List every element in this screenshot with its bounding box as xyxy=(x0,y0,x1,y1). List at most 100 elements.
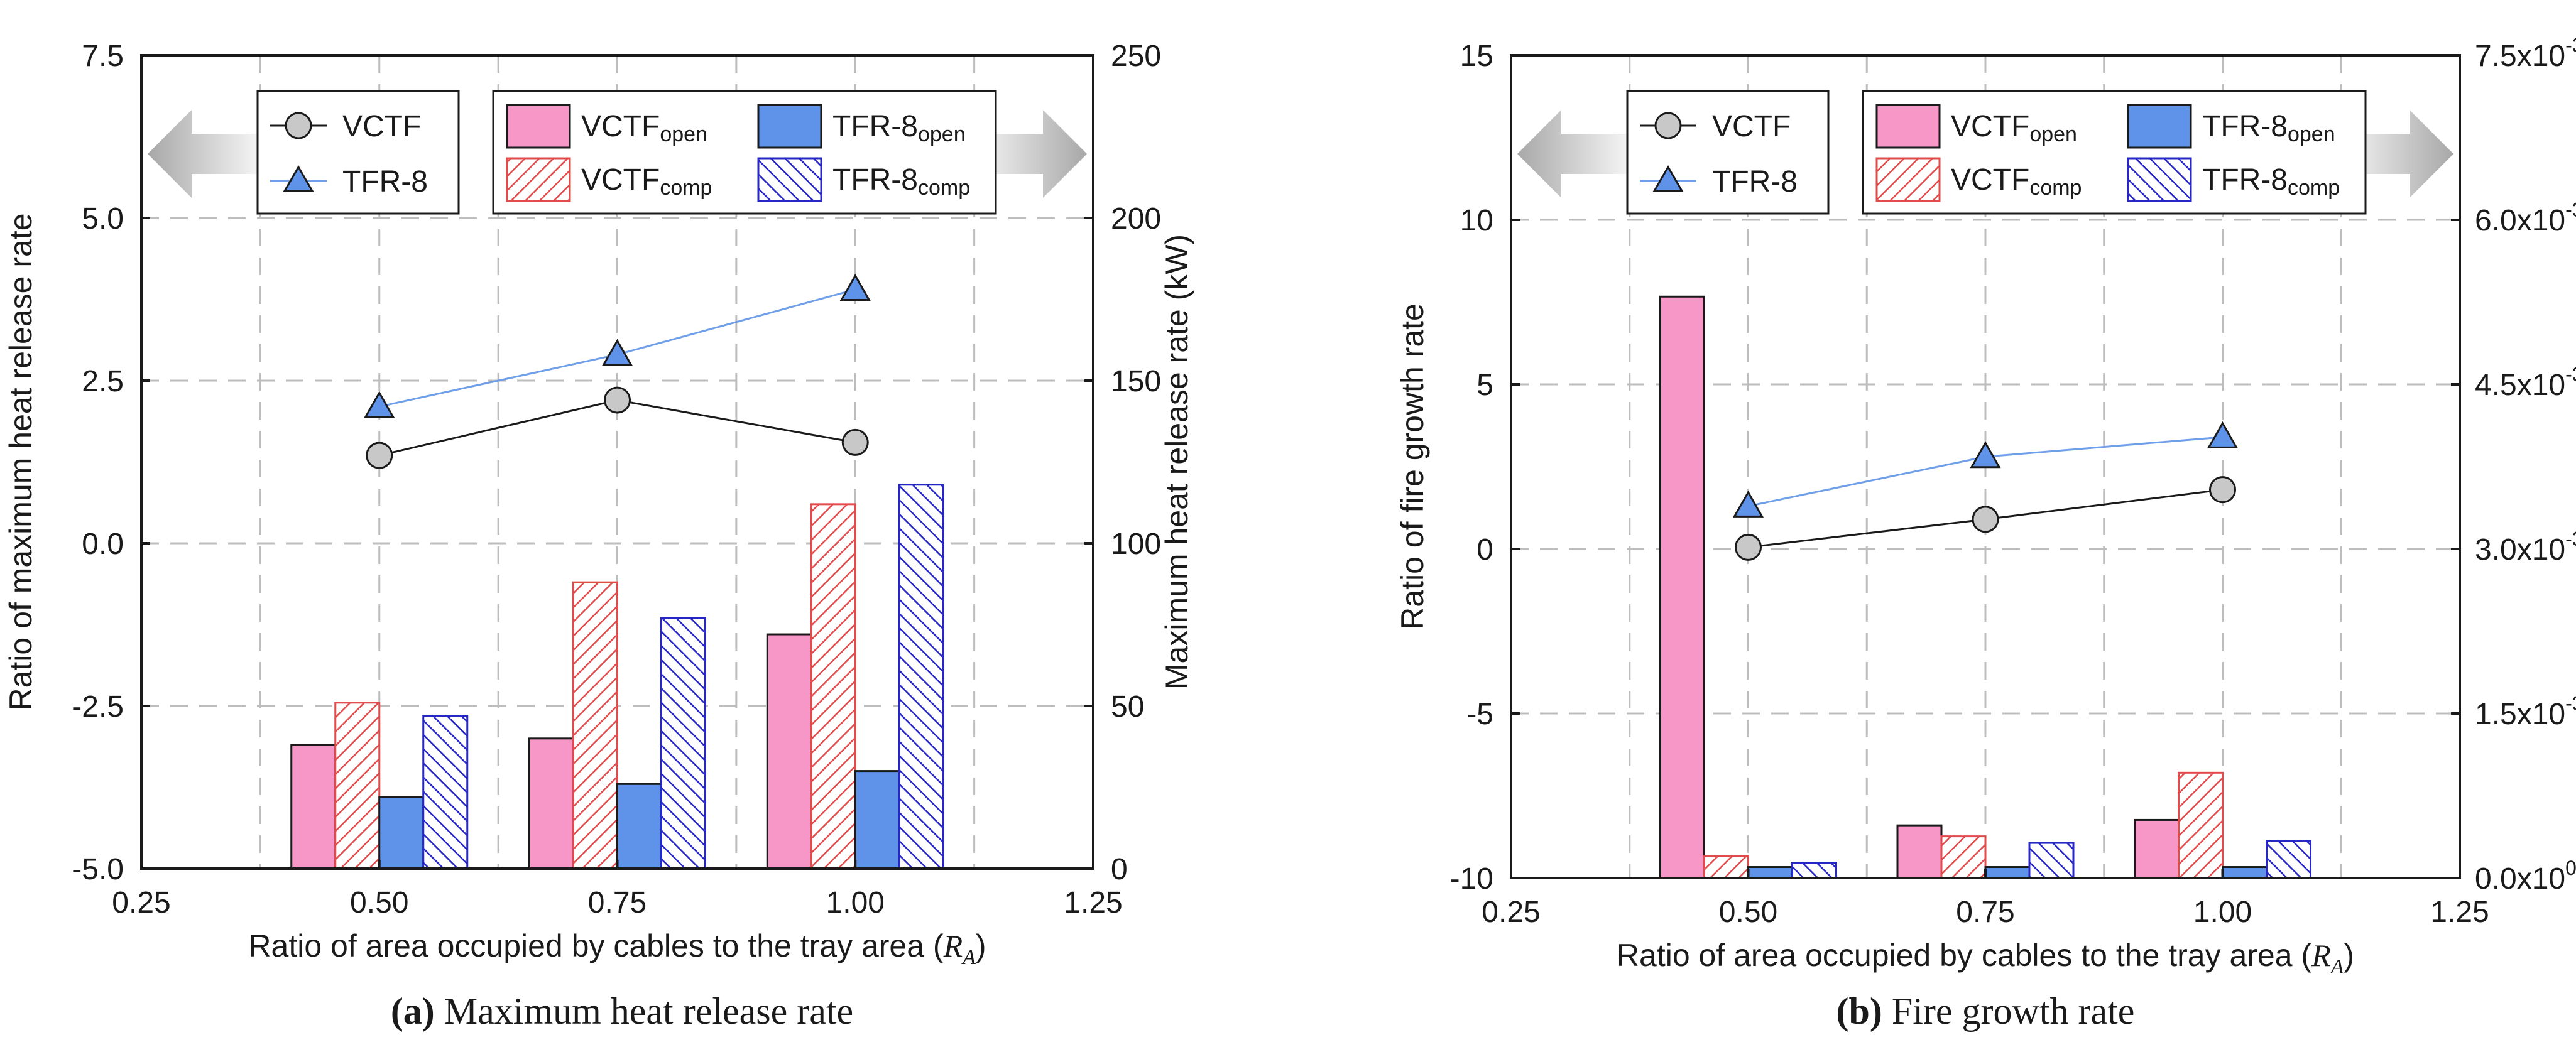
point-vctf xyxy=(604,386,631,414)
x-axis-title: Ratio of area occupied by cables to the … xyxy=(248,928,986,969)
x-tick-label: 0.25 xyxy=(1482,896,1540,929)
legend-label-vctf_open: VCTFopen xyxy=(581,110,707,146)
legend-subscript: comp xyxy=(918,176,970,200)
y-left-tick-label: -5.0 xyxy=(72,853,124,886)
bar-vctf_comp xyxy=(810,503,856,870)
x-tick-label: 0.50 xyxy=(1719,896,1777,929)
tick-exponent: -3 xyxy=(2565,528,2576,550)
x-axis-title-close: ) xyxy=(2344,938,2354,973)
legend-label-vctf_comp: VCTFcomp xyxy=(581,163,712,200)
bar-tfr8_comp xyxy=(1791,862,1837,879)
y-left-axis-title: Ratio of maximum heat release rate xyxy=(3,213,38,710)
x-tick-label: 1.25 xyxy=(1064,886,1122,919)
y-left-tick-label: 0.0 xyxy=(82,528,124,561)
point-tfr8 xyxy=(2207,421,2239,448)
bar-vctf_comp xyxy=(2178,771,2224,879)
legend-name: VCTF xyxy=(581,163,660,197)
bar-vctf_open xyxy=(1896,824,1943,879)
right-arrow-icon xyxy=(961,110,1087,198)
tick-mantissa: 0.0x10 xyxy=(2475,862,2565,896)
legend-label-tfr8_comp: TFR-8comp xyxy=(832,163,970,200)
x-axis-title-close: ) xyxy=(976,928,986,963)
x-axis-title-text: Ratio of area occupied by cables to the … xyxy=(248,928,944,963)
y-left-tick-label: -2.5 xyxy=(72,690,124,724)
y-left-tick-label: -10 xyxy=(1450,862,1493,896)
legend-label-tfr8: TFR-8 xyxy=(1712,165,1798,198)
x-tick-label: 0.75 xyxy=(588,886,647,919)
y-left-tick-label: 7.5 xyxy=(82,40,124,73)
legend-subscript: open xyxy=(660,122,707,146)
y-left-tick-label: 15 xyxy=(1460,40,1493,73)
legend-subscript: comp xyxy=(660,176,712,200)
legend-swatch-tfr8_open xyxy=(757,104,822,149)
legend-name: VCTF xyxy=(1951,110,2029,143)
bar-tfr8_comp xyxy=(2266,840,2311,879)
bar-tfr8_open xyxy=(2222,866,2268,879)
y-left-tick-label: 5 xyxy=(1476,369,1493,402)
figure-caption: (a) Maximum heat release rate xyxy=(391,990,853,1032)
point-tfr8 xyxy=(601,339,633,366)
x-axis-title-subscript: A xyxy=(2330,955,2344,979)
tick-exponent: -3 xyxy=(2565,363,2576,386)
y-right-tick-label: 100 xyxy=(1111,528,1161,561)
bar-tfr8_comp xyxy=(422,715,469,870)
y-right-tick-label: 200 xyxy=(1111,202,1161,236)
y-right-tick-label: 50 xyxy=(1111,690,1144,724)
bar-vctf_open xyxy=(290,744,337,870)
bar-tfr8_comp xyxy=(2028,842,2075,879)
point-vctf xyxy=(1735,533,1762,561)
right-arrow-icon xyxy=(2328,110,2453,198)
point-tfr8 xyxy=(839,273,871,301)
legend-label-tfr8: TFR-8 xyxy=(342,165,428,198)
point-tfr8 xyxy=(364,391,395,418)
y-left-axis-title: Ratio of fire growth rate xyxy=(1395,303,1430,630)
y-left-tick-label: 5.0 xyxy=(82,202,124,236)
tick-mantissa: 3.0x10 xyxy=(2475,533,2565,567)
legend-marker-vctf xyxy=(1654,112,1682,139)
legend-subscript: comp xyxy=(2029,176,2082,200)
x-tick-label: 1.00 xyxy=(2193,896,2252,929)
bar-legend-box xyxy=(1862,90,2367,215)
y-right-axis-title: Maximum heat release rate (kW) xyxy=(1159,234,1194,690)
legend-swatch-tfr8_open xyxy=(2127,104,2192,149)
bar-vctf_comp xyxy=(1940,835,1987,879)
panel-a: 0.25 0.50 0.75 1.00 1.25 -5.0 -2.5 0.0 2.5 5.0 7.5… xyxy=(3,40,1194,1032)
tick-exponent: -3 xyxy=(2565,34,2576,57)
x-axis-title-subscript: A xyxy=(961,946,976,969)
legend-swatch-tfr8_comp xyxy=(757,157,822,202)
legend-marker-vctf xyxy=(285,112,312,139)
legend-label-vctf: VCTF xyxy=(342,110,421,143)
y-right-tick-label: 0.0x100 xyxy=(2475,857,2576,896)
caption-text: Maximum heat release rate xyxy=(435,990,853,1032)
y-right-tick-label: 150 xyxy=(1111,365,1161,398)
tick-mantissa: 1.5x10 xyxy=(2475,698,2565,731)
panels: 0.25 0.50 0.75 1.00 1.25 -5.0 -2.5 0.0 2.5 5.0 7.5… xyxy=(3,34,2576,1032)
bar-vctf_comp xyxy=(1703,855,1749,879)
y-right-axis-title-text: Maximum heat release rate (kW) xyxy=(1159,234,1194,690)
line-legend-box xyxy=(1626,90,1830,215)
left-arrow-icon xyxy=(148,110,273,198)
legend-swatch-vctf_open xyxy=(1875,104,1941,149)
y-right-tick-label: 0 xyxy=(1111,853,1128,886)
caption-text: Fire growth rate xyxy=(1882,990,2135,1032)
bar-tfr8_open xyxy=(616,783,662,870)
bar-vctf_comp xyxy=(572,581,618,870)
bar-tfr8_open xyxy=(1984,866,2031,879)
panel-b: 0.25 0.50 0.75 1.00 1.25-10-50510150.0x1001.… xyxy=(1395,34,2576,1032)
legend-swatch-vctf_comp xyxy=(1875,157,1941,202)
point-vctf xyxy=(1972,506,1999,533)
figure-caption: (b) Fire growth rate xyxy=(1836,990,2135,1032)
x-axis-title-text: Ratio of area occupied by cables to the … xyxy=(1617,938,2312,973)
y-left-tick-label: 10 xyxy=(1460,204,1493,237)
legend-subscript: comp xyxy=(2288,176,2340,200)
point-tfr8 xyxy=(1970,441,2001,469)
bar-legend-box xyxy=(492,90,997,215)
bar-vctf_open xyxy=(528,737,574,870)
legend-name: TFR-8 xyxy=(832,163,918,197)
tick-exponent: -3 xyxy=(2565,198,2576,221)
tick-mantissa: 7.5x10 xyxy=(2475,40,2565,73)
x-axis-title: Ratio of area occupied by cables to the … xyxy=(1617,938,2354,979)
legend-subscript: open xyxy=(2029,122,2077,146)
y-right-tick-label: 1.5x10-3 xyxy=(2475,692,2576,731)
